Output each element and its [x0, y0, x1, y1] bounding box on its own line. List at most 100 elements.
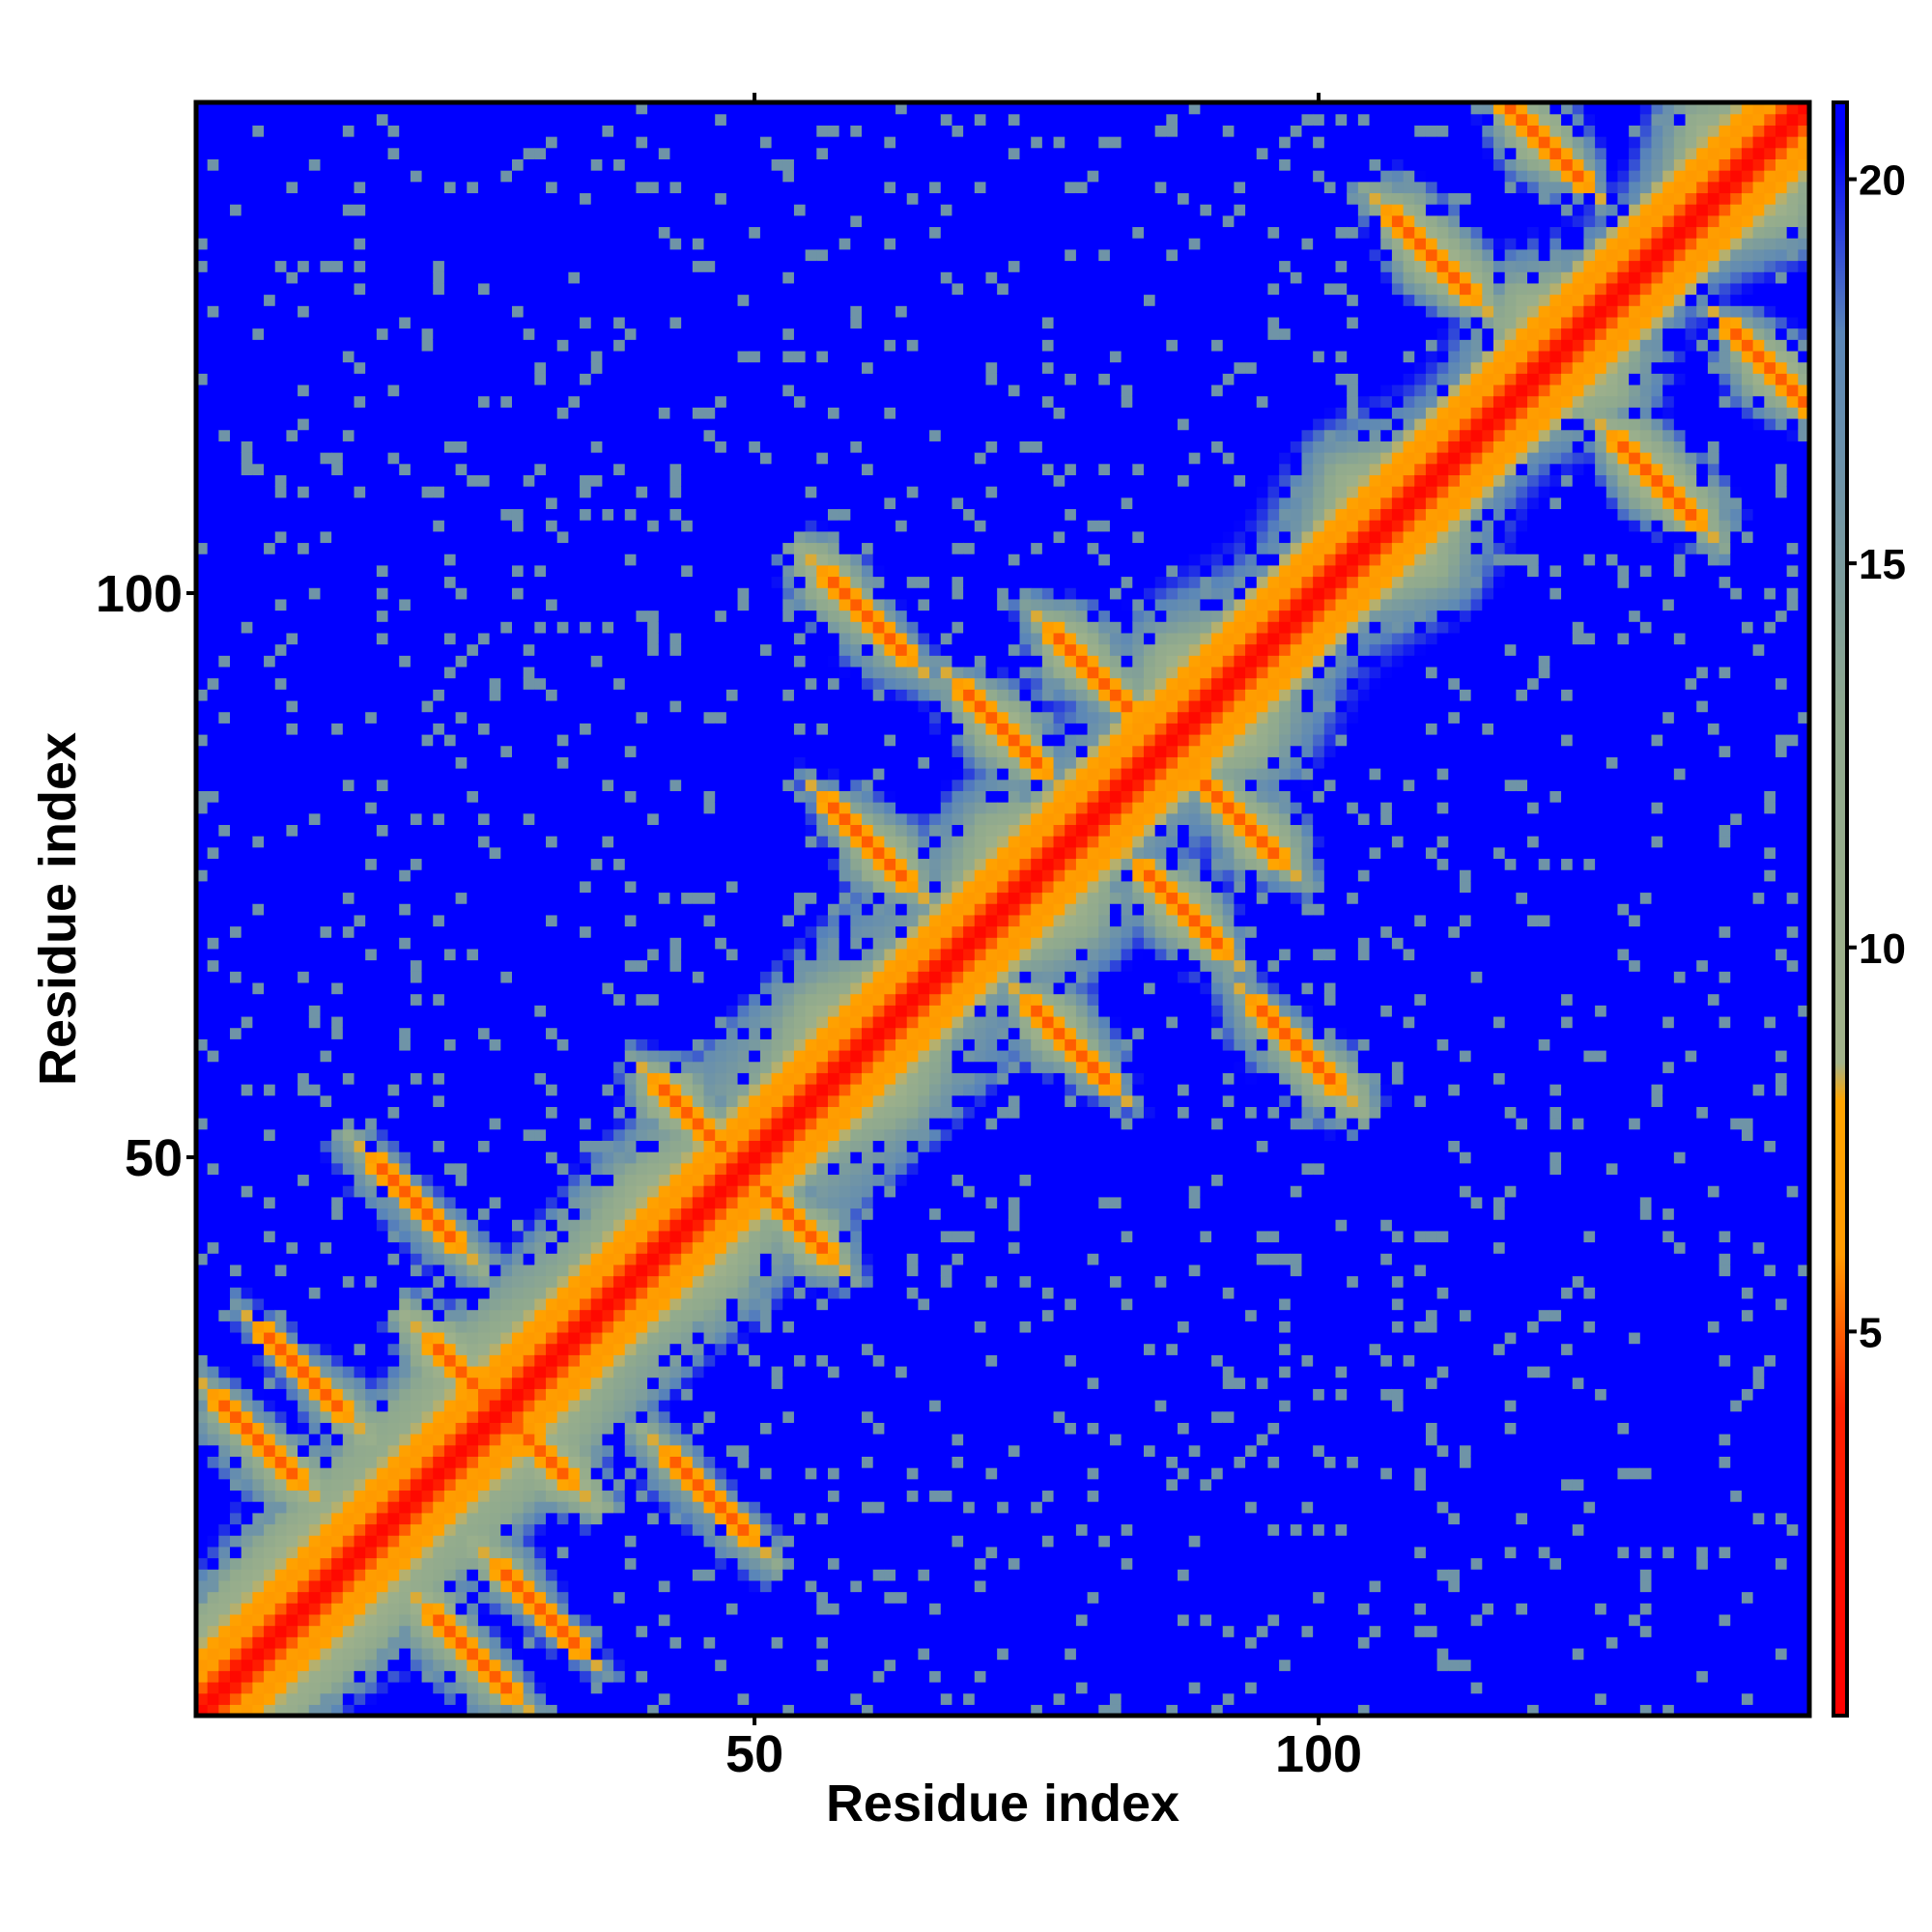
heatmap-cell	[489, 192, 501, 205]
heatmap-cell	[534, 282, 547, 296]
heatmap-cell	[523, 170, 535, 183]
heatmap-cell	[467, 1038, 479, 1051]
heatmap-cell	[365, 880, 378, 894]
heatmap-cell	[467, 1557, 479, 1570]
heatmap-cell	[331, 226, 344, 239]
heatmap-cell	[387, 1444, 400, 1457]
heatmap-cell	[354, 327, 366, 340]
heatmap-cell	[523, 384, 535, 397]
heatmap-cell	[274, 1422, 288, 1435]
heatmap-cell	[241, 1321, 253, 1333]
heatmap-cell	[286, 486, 298, 498]
heatmap-cell	[410, 1591, 423, 1604]
heatmap-cell	[511, 971, 525, 983]
heatmap-cell	[241, 1410, 253, 1423]
heatmap-cell	[298, 1557, 310, 1570]
heatmap-cell	[523, 181, 535, 194]
heatmap-cell	[546, 260, 558, 272]
heatmap-cell	[196, 554, 209, 566]
heatmap-cell	[421, 407, 434, 419]
heatmap-cell	[241, 959, 253, 972]
heatmap-cell	[308, 113, 322, 126]
heatmap-cell	[286, 666, 298, 679]
heatmap-cell	[298, 812, 310, 826]
heatmap-cell	[252, 1467, 265, 1480]
heatmap-cell	[252, 836, 265, 848]
heatmap-cell	[241, 1501, 253, 1514]
heatmap-cell	[433, 1365, 445, 1378]
heatmap-cell	[354, 1613, 366, 1627]
heatmap-cell	[298, 1151, 310, 1164]
heatmap-cell	[399, 812, 412, 826]
heatmap-cell	[556, 1118, 569, 1130]
heatmap-cell	[286, 959, 298, 972]
heatmap-cell	[467, 305, 479, 318]
heatmap-cell	[546, 610, 558, 622]
heatmap-cell	[523, 520, 535, 532]
heatmap-cell	[523, 1140, 535, 1152]
heatmap-cell	[252, 407, 265, 419]
heatmap-cell	[455, 1670, 468, 1683]
heatmap-cell	[580, 1196, 592, 1209]
heatmap-cell	[511, 1467, 525, 1480]
heatmap-cell	[546, 1569, 558, 1581]
heatmap-cell	[534, 248, 547, 262]
heatmap-cell	[264, 1038, 276, 1051]
heatmap-cell	[241, 1422, 253, 1435]
heatmap-cell	[376, 1681, 389, 1694]
heatmap-cell	[387, 1377, 400, 1389]
heatmap-cell	[556, 655, 569, 668]
heatmap-cell	[443, 733, 457, 747]
heatmap-cell	[196, 113, 209, 126]
heatmap-cell	[534, 1072, 547, 1085]
heatmap-cell	[376, 1140, 389, 1152]
heatmap-cell	[252, 666, 265, 679]
heatmap-cell	[443, 1490, 457, 1502]
heatmap-cell	[500, 316, 513, 329]
heatmap-cell	[387, 125, 400, 137]
heatmap-cell	[421, 666, 434, 679]
heatmap-cell	[342, 598, 355, 611]
heatmap-cell	[241, 1230, 253, 1243]
heatmap-cell	[252, 1162, 265, 1176]
heatmap-cell	[580, 1692, 592, 1705]
heatmap-cell	[298, 113, 310, 126]
heatmap-cell	[331, 576, 344, 588]
heatmap-cell	[477, 260, 491, 272]
heatmap-cell	[399, 158, 412, 171]
heatmap-cell	[354, 407, 366, 419]
heatmap-cell	[443, 846, 457, 860]
heatmap-cell	[308, 102, 322, 115]
heatmap-cell	[308, 643, 322, 656]
heatmap-cell	[331, 1072, 344, 1085]
heatmap-cell	[568, 632, 581, 645]
heatmap-cell	[410, 1253, 423, 1265]
heatmap-cell	[467, 1535, 479, 1548]
heatmap-cell	[342, 417, 355, 431]
heatmap-cell	[376, 1275, 389, 1288]
heatmap-cell	[218, 542, 231, 554]
heatmap-cell	[354, 440, 366, 453]
heatmap-cell	[477, 846, 491, 860]
heatmap-cell	[286, 1434, 298, 1446]
heatmap-cell	[218, 305, 231, 318]
heatmap-cell	[298, 1444, 310, 1457]
heatmap-cell	[196, 170, 209, 183]
heatmap-cell	[467, 214, 479, 228]
heatmap-cell	[342, 1118, 355, 1130]
heatmap-cell	[387, 869, 400, 882]
heatmap-cell	[308, 914, 322, 927]
heatmap-cell	[467, 1377, 479, 1389]
heatmap-cell	[546, 316, 558, 329]
heatmap-cell	[433, 1603, 445, 1615]
heatmap-cell	[196, 1061, 209, 1073]
heatmap-cell	[534, 417, 547, 431]
heatmap-cell	[230, 1647, 242, 1661]
heatmap-cell	[354, 136, 366, 149]
heatmap-cell	[433, 723, 445, 735]
heatmap-cell	[354, 260, 366, 272]
heatmap-cell	[546, 113, 558, 126]
heatmap-cell	[568, 903, 581, 916]
heatmap-cell	[455, 429, 468, 441]
heatmap-cell	[546, 1625, 558, 1637]
